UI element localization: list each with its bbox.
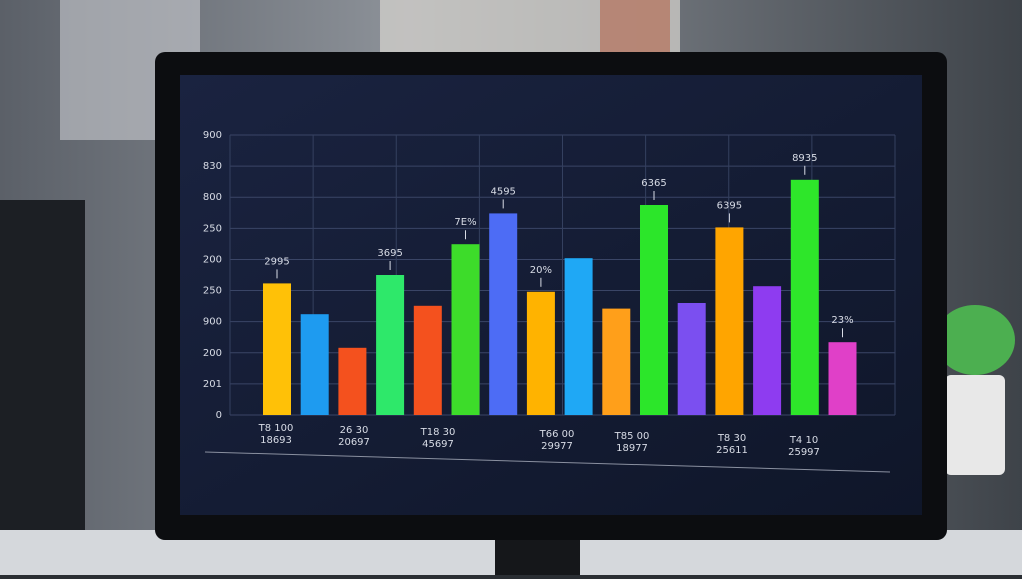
bar (451, 244, 480, 415)
x-tick-label: 20697 (338, 437, 370, 448)
x-tick-label: T4 10 (789, 435, 818, 446)
x-tick-label: 29977 (541, 441, 573, 452)
bar (376, 275, 405, 415)
y-tick-label: 250 (203, 286, 222, 297)
bar (526, 291, 555, 415)
data-label: 20% (530, 265, 552, 276)
bar (790, 179, 819, 415)
x-tick-label: 18693 (260, 435, 292, 446)
x-tick-label: T66 00 (539, 429, 575, 440)
data-label: 23% (831, 315, 853, 326)
data-label: 4595 (490, 186, 515, 197)
chair (0, 200, 85, 575)
x-tick-label: 25997 (788, 447, 820, 458)
y-tick-label: 200 (203, 254, 222, 265)
data-label: 2995 (264, 256, 289, 267)
pot (945, 375, 1005, 475)
x-tick-label: 18977 (616, 443, 648, 454)
y-tick-label: 201 (203, 379, 222, 390)
baseline (204, 451, 891, 473)
bar (564, 258, 593, 415)
x-tick-label: T8 100 (258, 423, 294, 434)
chart: 900 830 800 250 200 250 900 200 201 0 2995 3695 7E% 4… (203, 130, 896, 458)
y-tick-label: 830 (203, 161, 222, 172)
y-tick-label: 900 (203, 130, 222, 141)
bar (753, 286, 782, 415)
bar (338, 347, 367, 415)
monitor-stand (495, 535, 580, 575)
x-tick-label: T85 00 (614, 431, 650, 442)
data-label: 3695 (377, 248, 402, 259)
x-tick-label: T18 30 (420, 427, 456, 438)
data-label: 7E% (454, 217, 476, 228)
x-tick-label: 26 30 (340, 425, 369, 436)
bar (677, 303, 706, 415)
bar (828, 342, 857, 415)
y-tick-label: 800 (203, 192, 222, 203)
bar (489, 213, 518, 415)
data-label: 8935 (792, 153, 817, 164)
data-label: 6365 (641, 178, 666, 189)
y-tick-label: 250 (203, 223, 222, 234)
data-label: 6395 (717, 200, 742, 211)
x-tick-label: T8 30 (717, 433, 746, 444)
bar (640, 205, 668, 415)
bar (602, 308, 631, 415)
y-tick-label: 0 (216, 410, 222, 421)
bar (715, 227, 744, 415)
x-tick-label: 25611 (716, 445, 748, 456)
plant (935, 305, 1015, 375)
x-tick-label: 45697 (422, 439, 454, 450)
bar (300, 314, 329, 415)
bar (413, 305, 442, 415)
y-tick-label: 200 (203, 348, 222, 359)
y-tick-label: 900 (203, 317, 222, 328)
bar (263, 283, 291, 415)
